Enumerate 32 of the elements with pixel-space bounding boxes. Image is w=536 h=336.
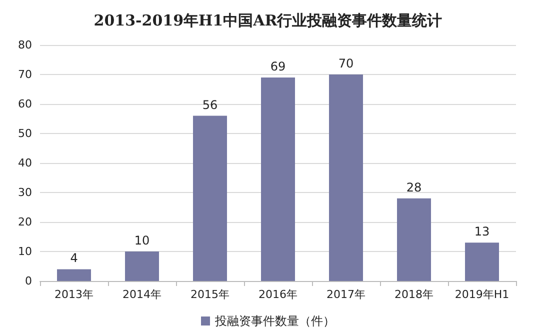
bar	[397, 198, 431, 281]
y-tick-label: 70	[18, 68, 32, 81]
x-tick-label: 2014年	[122, 288, 162, 301]
data-label: 4	[70, 251, 78, 266]
chart-title: 2013-2019年H1中国AR行业投融资事件数量统计	[94, 12, 442, 30]
x-tick-label: 2016年	[258, 288, 298, 301]
bar	[329, 74, 363, 281]
y-tick-label: 80	[18, 38, 32, 52]
y-tick-label: 50	[18, 127, 32, 140]
data-label: 69	[270, 59, 286, 74]
y-tick-label: 60	[18, 98, 32, 110]
y-tick-label: 0	[25, 274, 32, 288]
data-label: 70	[338, 56, 354, 70]
bar	[193, 116, 227, 281]
data-label: 10	[134, 234, 150, 248]
data-label: 28	[406, 180, 422, 194]
y-tick-label: 30	[18, 186, 32, 199]
bar	[465, 242, 499, 281]
x-tick-label: 2019年H1	[454, 288, 510, 301]
x-tick-label: 2017年	[326, 288, 366, 301]
data-label: 56	[202, 98, 218, 112]
data-label: 13	[474, 224, 490, 239]
x-tick-label: 2015年	[190, 288, 230, 301]
bar	[261, 77, 295, 281]
bar	[57, 269, 91, 281]
y-tick-label: 10	[18, 245, 32, 258]
y-tick-label: 40	[18, 156, 32, 170]
bar	[125, 252, 159, 281]
x-tick-label: 2013年	[54, 288, 94, 301]
y-tick-label: 20	[18, 216, 32, 228]
x-tick-label: 2018年	[394, 288, 434, 301]
legend-label: 投融资事件数量（件）	[214, 314, 335, 328]
